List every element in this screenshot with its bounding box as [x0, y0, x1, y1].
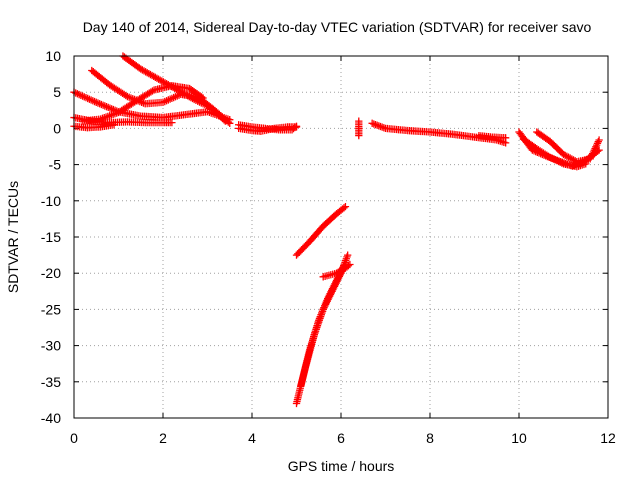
plus-marker [355, 131, 363, 140]
plus-marker [220, 116, 228, 124]
chart-title: Day 140 of 2014, Sidereal Day-to-day VTE… [83, 19, 592, 35]
plus-marker [346, 260, 354, 269]
x-tick-label: 12 [600, 430, 616, 446]
series-sat-m [355, 117, 363, 140]
x-tick-label: 6 [337, 430, 345, 446]
y-tick-label: -40 [41, 410, 61, 426]
plus-marker [344, 251, 352, 259]
x-tick-label: 8 [426, 430, 434, 446]
y-axis-label: SDTVAR / TECUs [5, 181, 21, 293]
y-tick-label: -20 [41, 265, 61, 281]
series-sat-i [292, 202, 350, 259]
y-tick-label: -10 [41, 193, 61, 209]
plus-marker [168, 118, 176, 127]
plus-marker [199, 94, 207, 102]
y-tick-label: -5 [49, 157, 62, 173]
plus-marker [341, 202, 350, 211]
series-sat-c [119, 52, 229, 125]
y-axis-tick-labels: -40 -35 -30 -25 -20 -15 -10 -5 0 5 10 [41, 48, 61, 426]
plus-marker [292, 122, 301, 130]
plus-marker [221, 117, 229, 125]
y-tick-label: 5 [53, 84, 61, 100]
x-tick-label: 2 [159, 430, 167, 446]
series-sat-q [533, 128, 603, 166]
plus-marker [502, 134, 510, 142]
series-sat-l [319, 260, 354, 281]
x-tick-label: 10 [511, 430, 527, 446]
series-sat-e [70, 113, 176, 127]
y-tick-label: 10 [45, 48, 61, 64]
grid-lines [74, 56, 608, 418]
y-tick-label: 0 [53, 120, 61, 136]
series-sat-o [475, 131, 510, 142]
y-tick-label: -15 [41, 229, 61, 245]
y-tick-label: -30 [41, 338, 61, 354]
plot-frame [73, 55, 609, 419]
x-axis-label: GPS time / hours [288, 458, 395, 474]
series-sat-h [235, 121, 301, 134]
plus-marker [226, 119, 234, 127]
plus-marker [595, 136, 603, 144]
data-points [70, 52, 603, 408]
y-tick-label: -35 [41, 374, 61, 390]
x-tick-label: 4 [248, 430, 256, 446]
plus-marker [341, 258, 350, 266]
series-sat-k [297, 258, 350, 390]
x-tick-label: 0 [70, 430, 78, 446]
plus-marker [110, 121, 118, 129]
series-sat-f [70, 121, 118, 132]
series-sat-r [519, 135, 590, 171]
plus-marker [582, 160, 590, 168]
x-axis-tick-labels: 0 2 4 6 8 10 12 [70, 430, 616, 446]
y-tick-label: -25 [41, 301, 61, 317]
